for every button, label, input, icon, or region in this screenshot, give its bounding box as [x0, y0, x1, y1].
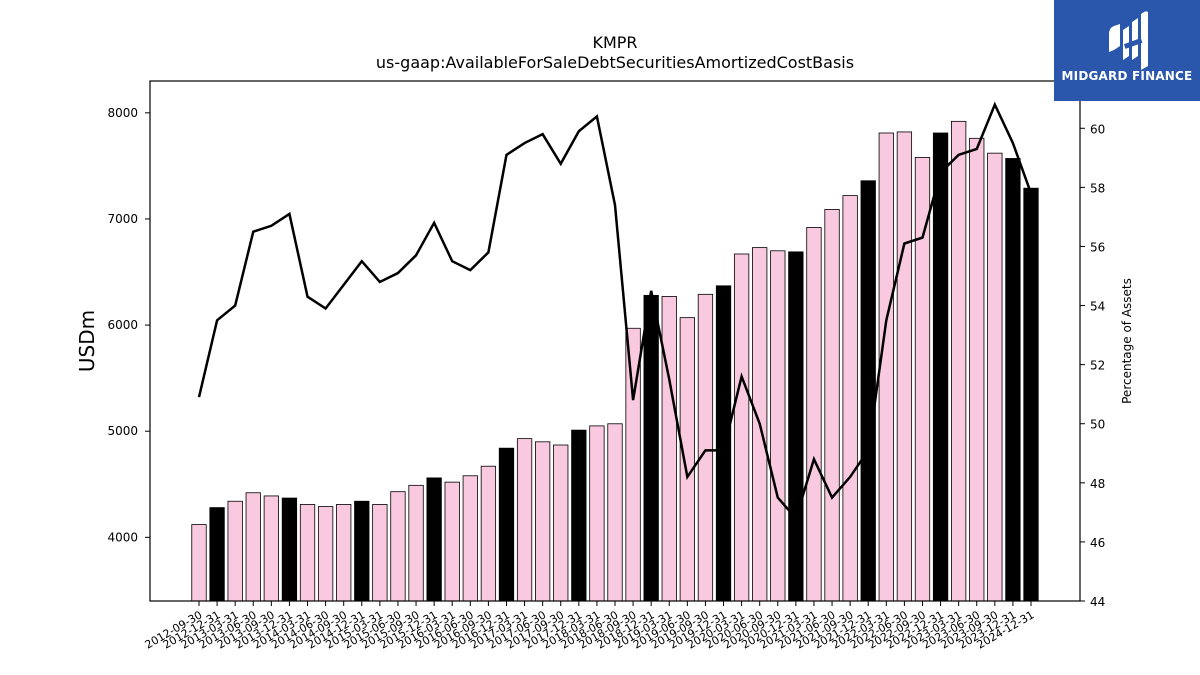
x-axis: 2012-09-302012-12-312013-03-312013-06-30… [143, 601, 1037, 652]
line-series [197, 101, 1033, 521]
bar-2021-09-30 [842, 195, 858, 602]
bar-2016-06-30 [462, 475, 478, 602]
chart-title: KMPR [592, 33, 637, 52]
y-right-tick-label: 60 [1090, 122, 1105, 136]
bar-2018-03-31 [589, 425, 605, 602]
bar-2019-03-31 [661, 296, 677, 602]
bar-2013-12-31 [281, 497, 298, 602]
y-axis-left: 4000 5000 6000 7000 8000 [107, 106, 150, 544]
bar-2019-06-30 [679, 317, 695, 602]
y-left-tick-label: 7000 [107, 212, 138, 226]
y-left-tick-label: 5000 [107, 424, 138, 438]
bar-2021-06-30 [824, 209, 840, 602]
brand-logo: MIDGARD FINANCE [1054, 0, 1200, 101]
y-right-tick-label: 54 [1090, 300, 1105, 314]
bar-2013-06-30 [245, 492, 261, 602]
y-right-tick-label: 50 [1090, 418, 1105, 432]
bar-2017-12-31 [571, 429, 587, 602]
bar-2022-06-30 [896, 131, 913, 602]
y-axis-right: 44 46 48 50 52 54 56 58 60 [1080, 122, 1105, 609]
bar-2012-12-31 [209, 507, 225, 602]
y-left-tick-label: 4000 [107, 530, 138, 544]
bar-2018-12-31 [643, 294, 659, 602]
bar-2021-12-31 [860, 180, 876, 602]
bar-2018-06-30 [607, 423, 623, 602]
bar-2019-12-31 [715, 285, 732, 602]
bar-2023-06-30 [969, 137, 985, 602]
y-right-tick-label: 56 [1090, 240, 1105, 254]
bar-2015-06-30 [390, 491, 406, 602]
y-left-tick-label: 6000 [107, 318, 138, 332]
bar-2019-09-30 [697, 293, 714, 602]
chart-subtitle: us-gaap:AvailableForSaleDebtSecuritiesAm… [376, 53, 854, 72]
bar-2020-12-31 [788, 251, 804, 602]
bar-2016-09-30 [480, 465, 497, 602]
bar-2021-03-31 [806, 227, 822, 602]
bar-2014-03-31 [299, 504, 316, 602]
bar-2015-03-31 [372, 504, 388, 602]
bar-2014-12-31 [354, 500, 370, 602]
y-axis-left-label: USDm [75, 310, 99, 372]
bar-2020-09-30 [770, 250, 786, 602]
bar-2022-03-31 [878, 132, 894, 602]
bar-2015-09-30 [408, 484, 424, 602]
bar-2014-09-30 [336, 504, 352, 602]
y-right-tick-label: 52 [1090, 359, 1105, 373]
bar-2023-09-30 [987, 152, 1003, 602]
y-right-tick-label: 46 [1090, 536, 1105, 550]
midgard-logo-icon [1109, 11, 1148, 71]
bar-2020-03-31 [733, 253, 750, 602]
bar-2013-09-30 [263, 495, 279, 602]
brand-name: MIDGARD FINANCE [1061, 69, 1193, 83]
bar-2012-09-30 [191, 524, 207, 602]
bar-2017-09-30 [553, 444, 569, 602]
y-right-tick-label: 48 [1090, 477, 1105, 491]
bar-2016-12-31 [498, 447, 515, 602]
bar-2024-12-31 [1023, 187, 1039, 602]
bar-2015-12-31 [426, 477, 442, 602]
bar-2017-06-30 [535, 441, 551, 602]
bar-2023-03-31 [951, 120, 967, 602]
bar-2017-03-31 [516, 438, 533, 602]
bar-series [191, 120, 1039, 602]
bar-2016-03-31 [444, 481, 460, 602]
y-axis-right-label: Percentage of Assets [1120, 278, 1134, 404]
bar-2023-12-31 [1005, 158, 1021, 602]
y-right-tick-label: 58 [1090, 181, 1105, 195]
bar-2013-03-31 [227, 500, 243, 602]
bar-2022-12-31 [932, 132, 949, 602]
y-left-tick-label: 8000 [107, 106, 138, 120]
y-right-tick-label: 44 [1090, 595, 1105, 609]
bar-2014-06-30 [317, 506, 334, 602]
